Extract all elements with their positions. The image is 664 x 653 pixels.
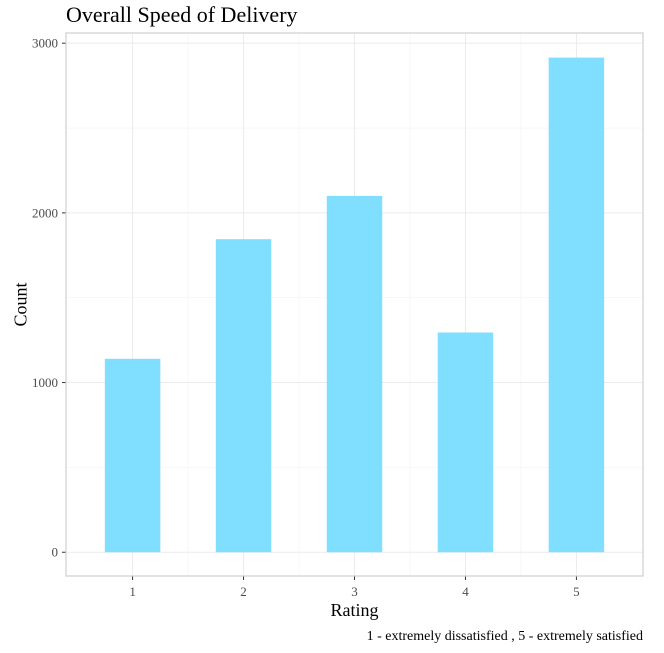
x-tick-label: 4 (462, 584, 469, 599)
chart-caption: 1 - extremely dissatisfied , 5 - extreme… (367, 629, 643, 644)
y-tick-label: 3000 (32, 36, 58, 51)
y-axis-title: Count (10, 282, 30, 326)
x-tick-label: 1 (129, 584, 136, 599)
y-tick-label: 1000 (32, 375, 58, 390)
bar (437, 332, 494, 553)
y-tick-label: 0 (52, 545, 59, 560)
y-axis: 0 1000 2000 3000 (32, 36, 66, 560)
bars (104, 57, 605, 553)
x-tick-label: 3 (351, 584, 358, 599)
x-tick-label: 5 (573, 584, 580, 599)
bar (548, 57, 605, 553)
x-axis-title: Rating (331, 600, 379, 620)
x-tick-label: 2 (240, 584, 247, 599)
x-axis: 1 2 3 4 5 (129, 576, 580, 599)
bar (215, 239, 272, 553)
y-tick-label: 2000 (32, 205, 58, 220)
bar (326, 195, 383, 553)
bar (104, 358, 161, 553)
panel-border (65, 32, 644, 577)
chart-title: Overall Speed of Delivery (66, 2, 298, 27)
